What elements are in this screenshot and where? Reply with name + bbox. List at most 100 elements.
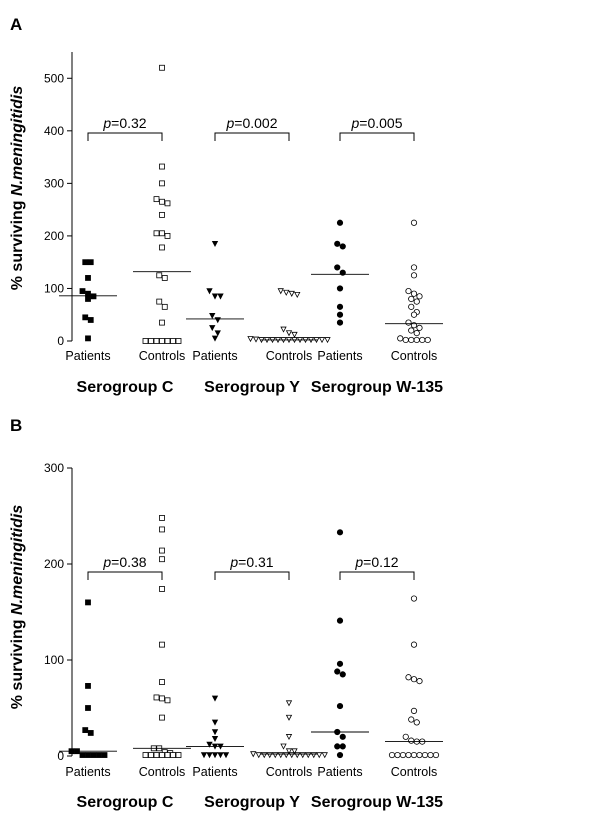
data-point [336, 529, 344, 536]
data-point [410, 707, 418, 714]
data-point [339, 733, 346, 740]
y-tick-label: 500 [44, 71, 64, 85]
panel-a: A % surviving N.meningitidis 0 100 200 300 4… [9, 15, 443, 396]
data-point [316, 752, 323, 759]
data-point [336, 311, 344, 318]
data-point [405, 319, 412, 326]
data-point [336, 617, 344, 624]
data-point [159, 180, 165, 187]
data-point [388, 751, 396, 759]
data-point [211, 729, 219, 736]
y-axis-label: % surviving N.meningitidis [9, 86, 26, 291]
category-label: Patients [317, 349, 362, 363]
data-point [310, 752, 317, 759]
data-point [283, 752, 290, 759]
data-point [164, 338, 171, 344]
p-value-label: p=0.38 [102, 554, 146, 570]
data-point [285, 330, 293, 337]
category-label: Patients [317, 765, 362, 779]
data-point [159, 547, 165, 554]
data-point [159, 695, 165, 702]
data-point [87, 317, 94, 323]
data-point [416, 678, 423, 685]
y-tick-label: 0 [57, 334, 64, 348]
data-point [153, 694, 160, 701]
data-point [156, 298, 163, 305]
panel-b: B % surviving N.meningitidis 0100200300 … [9, 416, 443, 811]
data-point [153, 752, 160, 758]
data-point [214, 330, 221, 337]
data-point [321, 752, 328, 759]
data-point [339, 671, 346, 678]
significance-bracket [214, 571, 290, 580]
data-point [159, 526, 165, 533]
data-point [217, 293, 224, 300]
y-tick-label: 200 [44, 557, 64, 571]
data-point [209, 325, 216, 332]
data-point [170, 338, 176, 344]
data-point [159, 752, 165, 758]
data-point [82, 727, 89, 733]
p-value-label: p=0.12 [354, 554, 398, 570]
data-point [405, 287, 412, 295]
y-axis-label-species: N.meningitidis [9, 86, 26, 196]
data-point [285, 700, 293, 707]
data-point [79, 752, 86, 758]
data-point [87, 259, 94, 266]
data-point [336, 751, 344, 759]
data-point [214, 317, 221, 324]
data-point [82, 259, 89, 266]
y-tick-label: 300 [44, 176, 64, 190]
data-point [164, 752, 171, 758]
data-point [408, 336, 415, 344]
data-point [291, 748, 298, 755]
data-point [416, 751, 423, 759]
data-point [90, 752, 97, 758]
data-point [277, 288, 284, 295]
data-point [408, 295, 415, 303]
data-point [159, 198, 165, 205]
data-point [211, 293, 219, 300]
data-point [336, 303, 344, 310]
data-point [159, 244, 165, 251]
data-point [148, 752, 154, 758]
data-point [421, 751, 429, 759]
category-label: Controls [266, 765, 313, 779]
data-point [413, 330, 420, 337]
y-tick-label: 0 [57, 749, 64, 763]
data-point [85, 599, 91, 606]
data-point [324, 337, 331, 344]
data-point [247, 336, 254, 343]
y-axis-label-species: N.meningitidis [9, 505, 26, 615]
data-point [85, 705, 91, 711]
y-axis-label-prefix: % surviving [9, 196, 26, 290]
group-label: Serogroup C [77, 794, 174, 811]
data-point [280, 743, 287, 750]
data-point [399, 751, 407, 759]
data-point [159, 64, 165, 71]
group-label: Serogroup W-135 [311, 379, 443, 396]
data-point [261, 752, 268, 759]
group-label: Serogroup W-135 [311, 794, 443, 811]
data-point [175, 338, 182, 344]
data-point [96, 752, 102, 758]
panel-letter: A [10, 15, 22, 34]
data-point [285, 714, 293, 721]
category-label: Patients [192, 765, 237, 779]
data-point [294, 752, 301, 759]
category-label: Controls [139, 765, 186, 779]
data-point [250, 751, 257, 758]
data-point [336, 285, 344, 292]
data-point [148, 338, 154, 344]
data-point [175, 752, 182, 758]
data-point [334, 264, 341, 271]
category-label: Patients [65, 765, 110, 779]
data-point [164, 233, 171, 239]
category-label: Patients [192, 349, 237, 363]
y-tick-label: 100 [44, 653, 64, 667]
data-point [285, 734, 293, 741]
data-point [206, 288, 213, 295]
data-point [410, 641, 418, 648]
data-point [410, 264, 418, 271]
